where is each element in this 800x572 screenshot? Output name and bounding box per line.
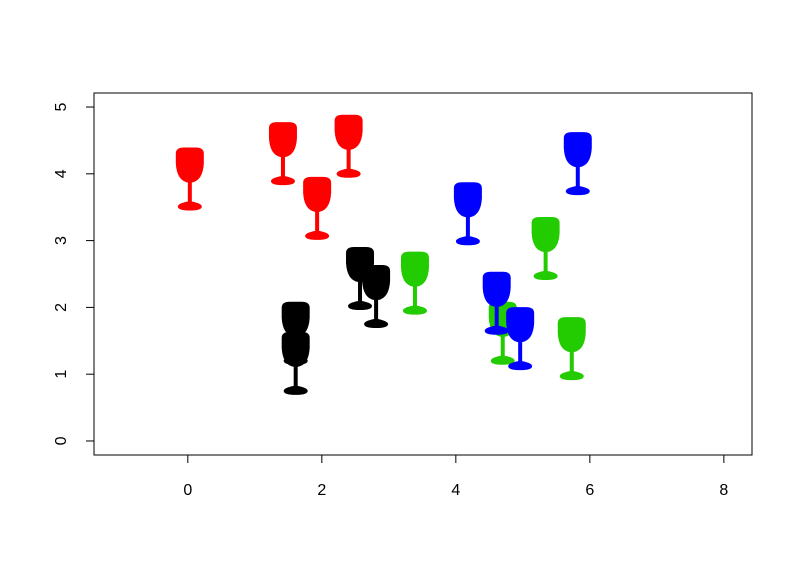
- x-tick-label: 0: [183, 482, 192, 499]
- wine-glass-point: [175, 147, 204, 211]
- y-tick-label: 3: [53, 236, 70, 245]
- wine-glass-point: [400, 251, 429, 315]
- plot-box: [93, 92, 753, 456]
- y-tick-label: 1: [53, 370, 70, 379]
- x-tick-label: 6: [585, 482, 594, 499]
- y-tick-label: 2: [53, 303, 70, 312]
- wine-glass-point: [482, 271, 511, 335]
- wine-glass-point: [453, 182, 482, 246]
- wine-glass-point: [563, 132, 592, 196]
- y-tick-label: 5: [53, 102, 70, 111]
- wine-glass-point: [346, 247, 375, 311]
- x-tick-label: 8: [719, 482, 728, 499]
- wine-glass-point: [557, 317, 586, 381]
- x-tick-label: 4: [451, 482, 460, 499]
- x-tick-label: 2: [317, 482, 326, 499]
- wine-glass-point: [268, 122, 297, 186]
- y-tick-label: 4: [53, 169, 70, 178]
- wine-glass-point: [334, 114, 363, 178]
- wine-glass-point: [303, 176, 332, 240]
- wine-glass-point: [531, 216, 560, 280]
- y-tick-label: 0: [53, 436, 70, 445]
- wine-glass-point: [362, 265, 391, 329]
- wine-glass-point: [281, 331, 310, 395]
- wine-glass-point: [506, 307, 535, 371]
